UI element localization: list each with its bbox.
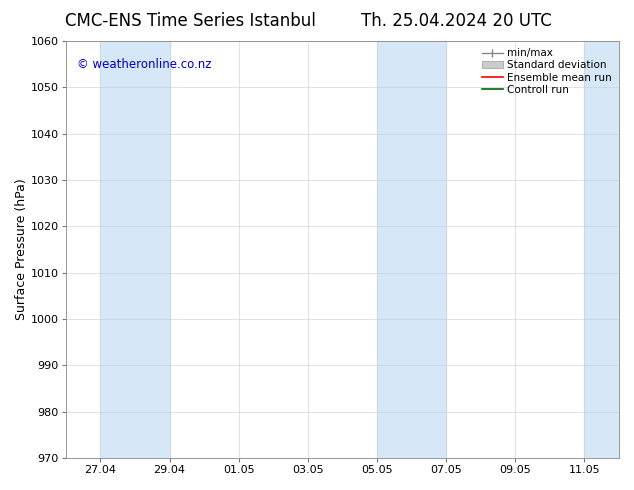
Text: © weatheronline.co.nz: © weatheronline.co.nz xyxy=(77,58,211,71)
Text: CMC-ENS Time Series Istanbul: CMC-ENS Time Series Istanbul xyxy=(65,12,316,30)
Bar xyxy=(100,41,135,458)
Legend: min/max, Standard deviation, Ensemble mean run, Controll run: min/max, Standard deviation, Ensemble me… xyxy=(480,46,614,97)
Y-axis label: Surface Pressure (hPa): Surface Pressure (hPa) xyxy=(15,179,28,320)
Text: Th. 25.04.2024 20 UTC: Th. 25.04.2024 20 UTC xyxy=(361,12,552,30)
Bar xyxy=(411,41,446,458)
Bar xyxy=(377,41,411,458)
Bar xyxy=(135,41,169,458)
Bar xyxy=(585,41,619,458)
